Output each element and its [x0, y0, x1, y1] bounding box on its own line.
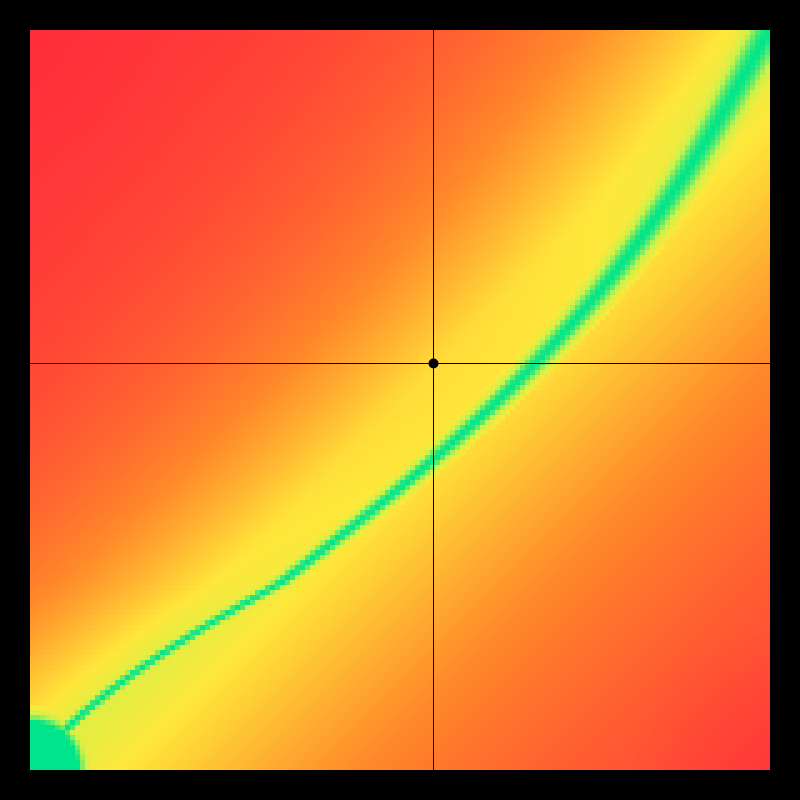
chart-stage: TheBottlenecker.com: [0, 0, 800, 800]
crosshair-overlay: [30, 30, 770, 770]
